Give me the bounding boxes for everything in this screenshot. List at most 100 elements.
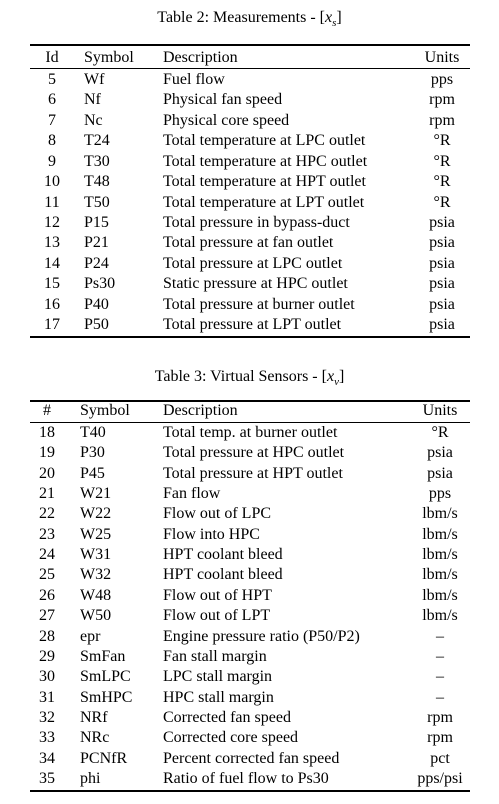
caption-symbol: x <box>325 9 333 26</box>
table-cell: HPT coolant bleed <box>163 566 283 584</box>
table-cell: P21 <box>84 234 109 252</box>
table-cell: Fuel flow <box>163 71 225 88</box>
table-cell: W21 <box>80 485 112 503</box>
table-cell: Total temp. at burner outlet <box>163 424 338 441</box>
table-cell: Total pressure in bypass-duct <box>163 213 350 231</box>
table-cell: Corrected core speed <box>163 729 299 747</box>
table-cell: 15 <box>44 275 60 293</box>
column-header: Units <box>424 49 460 66</box>
table-cell: 8 <box>48 132 56 150</box>
caption-symbol: x <box>326 368 335 385</box>
table-cell: 14 <box>44 254 60 272</box>
table-cell: Flow out of LPC <box>163 505 272 523</box>
table-cell: lbm/s <box>422 505 458 523</box>
caption-text: Table 3: Virtual Sensors - [ <box>154 368 327 385</box>
table-cell: psia <box>427 444 453 462</box>
table-cell: LPC stall margin <box>163 668 273 686</box>
table-cell: Wf <box>84 71 105 88</box>
table-cell: 21 <box>39 485 55 503</box>
table-cell: lbm/s <box>422 607 458 625</box>
table-cell: pps <box>428 485 452 503</box>
column-header: Units <box>422 402 458 419</box>
table-cell: – <box>436 627 444 645</box>
table-cell: T30 <box>84 152 110 170</box>
column-header: Description <box>163 402 238 419</box>
table-cell: T48 <box>84 173 110 191</box>
table-rule <box>30 44 470 46</box>
table-cell: NRf <box>80 708 108 726</box>
column-header: # <box>43 402 51 419</box>
table-cell: rpm <box>429 91 455 109</box>
table-cell: P50 <box>84 316 109 334</box>
table-cell: W22 <box>80 505 112 523</box>
table-cell: psia <box>429 254 455 272</box>
table-cell: 7 <box>48 111 56 129</box>
table-cell: – <box>436 647 444 665</box>
table-cell: psia <box>429 234 455 252</box>
table-cell: psia <box>429 275 455 293</box>
table-cell: 9 <box>48 152 56 170</box>
table-cell: 12 <box>44 213 60 231</box>
table-cell: °R <box>433 152 451 170</box>
table-cell: 5 <box>48 71 56 88</box>
table-cell: Total temperature at HPC outlet <box>163 152 368 170</box>
table-cell: Nc <box>84 111 103 129</box>
table-cell: epr <box>80 627 101 645</box>
table-cell: Nf <box>84 91 101 109</box>
table-cell: 25 <box>39 566 55 584</box>
table-cell: 29 <box>39 647 55 665</box>
table-rule <box>30 400 470 402</box>
table-cell: Total pressure at fan outlet <box>163 234 334 252</box>
column-header: Description <box>163 49 238 66</box>
table-cell: Corrected fan speed <box>163 708 291 726</box>
table-cell: 32 <box>39 708 55 726</box>
table-cell: lbm/s <box>422 525 458 543</box>
table-cell: rpm <box>429 111 455 129</box>
table-cell: T40 <box>80 424 106 441</box>
table-cell: 16 <box>44 295 60 313</box>
caption-text: ] <box>338 368 345 385</box>
table-cell: Total temperature at LPT outlet <box>163 193 365 211</box>
column-header: Symbol <box>80 402 130 419</box>
table-cell: Static pressure at HPC outlet <box>163 275 348 293</box>
table-cell: rpm <box>427 708 453 726</box>
table-cell: P15 <box>84 213 109 231</box>
table-cell: P24 <box>84 254 109 272</box>
table-cell: 28 <box>39 627 55 645</box>
table-cell: 27 <box>39 607 55 625</box>
table-cell: lbm/s <box>422 586 458 604</box>
table-cell: W50 <box>80 607 112 625</box>
table-cell: Flow out of HPT <box>163 586 272 604</box>
table-cell: Fan flow <box>163 485 221 503</box>
table-cell: pct <box>430 749 450 767</box>
table-cell: Physical core speed <box>163 111 290 129</box>
table-rule <box>30 790 470 792</box>
table-rule <box>30 68 470 69</box>
table-cell: °R <box>433 193 451 211</box>
table-cell: pps/psi <box>417 769 463 787</box>
table-cell: 23 <box>39 525 55 543</box>
table-cell: Total temperature at HPT outlet <box>163 173 366 191</box>
table-cell: W31 <box>80 546 112 564</box>
table-cell: psia <box>429 295 455 313</box>
table-cell: Total pressure at LPT outlet <box>163 316 342 334</box>
column-header: Id <box>45 49 59 66</box>
table-cell: °R <box>433 132 451 150</box>
table-cell: T24 <box>84 132 110 150</box>
table-cell: 19 <box>39 444 55 462</box>
table-cell: Flow out of LPT <box>163 607 271 625</box>
table-cell: T50 <box>84 193 110 211</box>
table-rule <box>30 422 470 423</box>
table-cell: Total pressure at HPC outlet <box>163 444 345 462</box>
table-cell: phi <box>80 769 101 787</box>
table-cell: Physical fan speed <box>163 91 283 109</box>
table-cell: Total temperature at LPC outlet <box>163 132 366 150</box>
table-cell: SmLPC <box>80 668 131 686</box>
table-cell: 11 <box>44 193 60 211</box>
table-cell: HPC stall margin <box>163 688 274 706</box>
table-cell: pps <box>430 71 454 88</box>
table-cell: 31 <box>39 688 55 706</box>
table-cell: 24 <box>39 546 55 564</box>
table-cell: lbm/s <box>422 566 458 584</box>
table-cell: Percent corrected fan speed <box>163 749 340 767</box>
